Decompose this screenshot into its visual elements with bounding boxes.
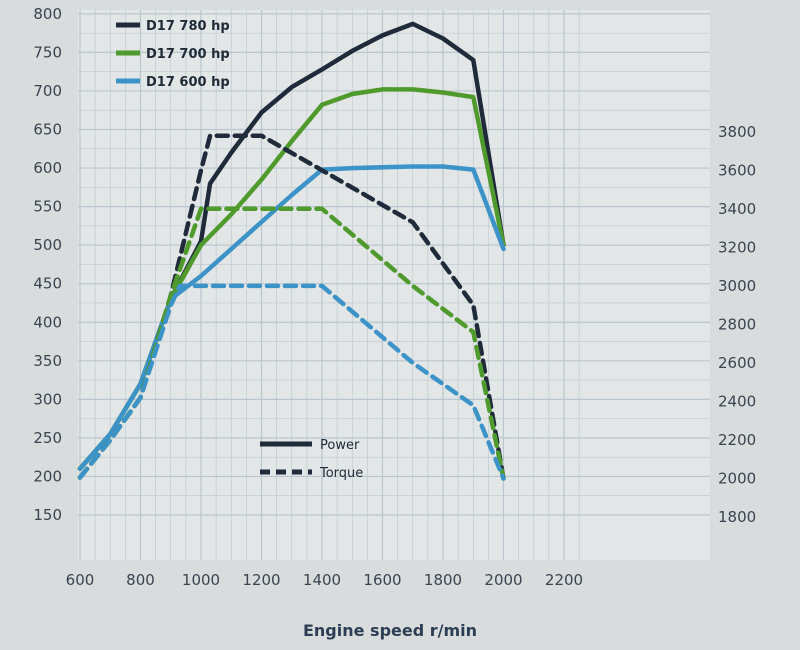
right-tick-label: 3600 <box>718 161 756 179</box>
right-axis-ticks: 1800 2000 2200 2400 2600 2800 3000 3200 3400 3600… <box>718 123 756 526</box>
x-tick-label: 2000 <box>484 571 522 589</box>
x-tick-label: 600 <box>66 571 95 589</box>
left-tick-label: 450 <box>33 275 62 293</box>
left-tick-label: 200 <box>33 467 62 485</box>
x-tick-label: 1200 <box>242 571 280 589</box>
style-label-torque: Torque <box>319 466 363 481</box>
x-tick-label: 2200 <box>545 571 583 589</box>
series-legend: D17 780 hp D17 700 hp D17 600 hp <box>116 19 230 90</box>
left-tick-label: 500 <box>33 236 62 254</box>
legend-label-600: D17 600 hp <box>146 75 230 90</box>
right-tick-label: 2800 <box>718 315 756 333</box>
left-tick-label: 350 <box>33 352 62 370</box>
x-tick-label: 1000 <box>182 571 220 589</box>
left-tick-label: 550 <box>33 198 62 216</box>
right-tick-label: 2000 <box>718 469 756 487</box>
left-tick-label: 150 <box>33 506 62 524</box>
legend-label-700: D17 700 hp <box>146 47 230 62</box>
x-axis-label: Engine speed r/min <box>303 621 477 640</box>
style-label-power: Power <box>320 438 360 453</box>
legend-label-780: D17 780 hp <box>146 19 230 34</box>
right-tick-label: 2400 <box>718 392 756 410</box>
left-tick-label: 300 <box>33 390 62 408</box>
style-legend: Power Torque <box>260 438 363 481</box>
right-tick-label: 3400 <box>718 200 756 218</box>
left-tick-label: 650 <box>33 121 62 139</box>
x-tick-label: 800 <box>126 571 155 589</box>
right-tick-label: 3200 <box>718 238 756 256</box>
x-axis-ticks: 600 800 1000 1200 1400 1600 1800 2000 2200 <box>66 571 583 589</box>
left-tick-label: 600 <box>33 159 62 177</box>
series-line-power-17600 <box>77 164 506 471</box>
x-tick-label: 1600 <box>363 571 401 589</box>
left-tick-label: 400 <box>33 313 62 331</box>
left-tick-label: 700 <box>33 82 62 100</box>
right-tick-label: 2600 <box>718 354 756 372</box>
left-tick-label: 250 <box>33 429 62 447</box>
right-tick-label: 3800 <box>718 123 756 141</box>
right-tick-label: 2200 <box>718 431 756 449</box>
left-tick-label: 800 <box>33 5 62 23</box>
series-line-torque-17600 <box>77 283 506 481</box>
left-axis-ticks: 150 200 250 300 350 400 450 500 550 600 650 700 750 8… <box>33 5 62 524</box>
grid <box>78 10 710 560</box>
x-tick-label: 1800 <box>424 571 462 589</box>
x-tick-label: 1400 <box>303 571 341 589</box>
left-tick-label: 750 <box>33 43 62 61</box>
right-tick-label: 1800 <box>718 508 756 526</box>
series-lines <box>77 21 506 481</box>
right-tick-label: 3000 <box>718 277 756 295</box>
